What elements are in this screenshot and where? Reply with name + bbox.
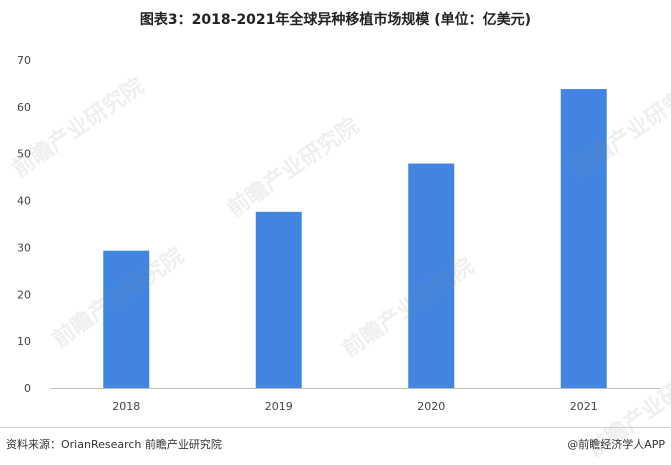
y-tick-label: 30: [17, 241, 31, 254]
y-tick-label: 60: [17, 101, 31, 114]
footer: 资料来源：OrianResearch 前瞻产业研究院 @前瞻经济学人APP: [0, 427, 671, 465]
bar-2018: [103, 250, 150, 388]
y-tick-label: 0: [24, 382, 31, 395]
y-tick-label: 10: [17, 335, 31, 348]
y-tick-label: 40: [17, 195, 31, 208]
x-axis-ticks: 2018 2019 2020 2021: [112, 400, 598, 413]
bar-series: [103, 89, 607, 389]
y-tick-label: 50: [17, 148, 31, 161]
bar-2021: [560, 89, 607, 389]
x-tick-label: 2020: [417, 400, 445, 413]
source-note: 资料来源：OrianResearch 前瞻产业研究院: [6, 438, 222, 451]
y-tick-label: 70: [17, 54, 31, 67]
footer-divider: [0, 427, 671, 428]
y-tick-label: 20: [17, 288, 31, 301]
x-tick-label: 2018: [112, 400, 140, 413]
x-tick-label: 2019: [265, 400, 293, 413]
chart-title: 图表3：2018-2021年全球异种移植市场规模 (单位：亿美元): [139, 12, 532, 28]
credit-note: @前瞻经济学人APP: [567, 438, 665, 451]
bar-2020: [408, 163, 455, 388]
x-tick-label: 2021: [570, 400, 598, 413]
y-axis-ticks: 0 10 20 30 40 50 60 70: [17, 54, 31, 395]
bar-2019: [255, 211, 302, 388]
